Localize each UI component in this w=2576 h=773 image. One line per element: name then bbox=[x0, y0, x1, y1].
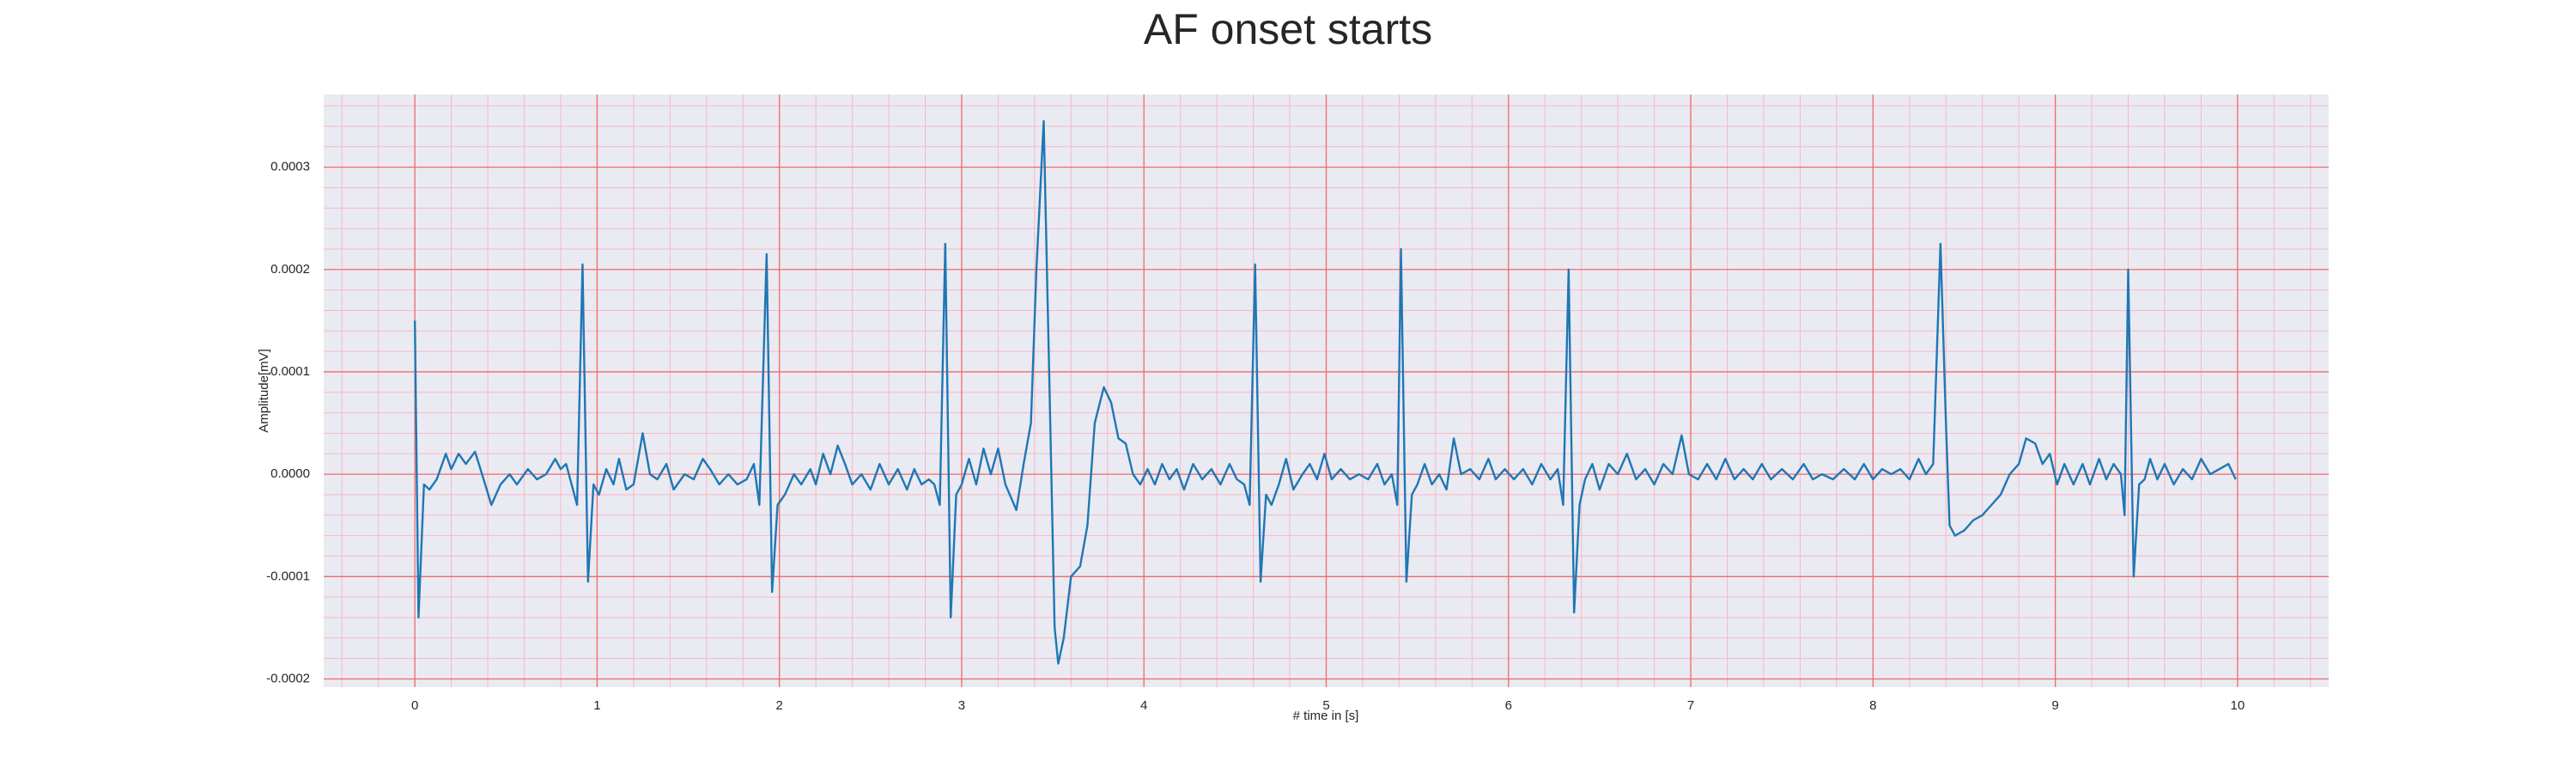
x-tick-label: 10 bbox=[2231, 698, 2245, 713]
label-layer: AF onset starts # time in [s] Amplitude[… bbox=[257, 5, 2245, 723]
x-tick-label: 7 bbox=[1687, 698, 1694, 713]
x-tick-label: 8 bbox=[1869, 698, 1876, 713]
y-tick-label: -0.0001 bbox=[266, 569, 310, 583]
x-tick-label: 6 bbox=[1505, 698, 1512, 713]
y-tick-label: 0.0002 bbox=[270, 262, 310, 277]
x-tick-label: 4 bbox=[1140, 698, 1147, 713]
x-axis-label: # time in [s] bbox=[1293, 709, 1359, 723]
y-tick-label: 0.0003 bbox=[270, 160, 310, 174]
signal-line bbox=[413, 119, 2237, 665]
data-layer bbox=[413, 119, 2237, 665]
y-tick-label: 0.0000 bbox=[270, 466, 310, 481]
y-tick-label: 0.0001 bbox=[270, 364, 310, 379]
x-tick-label: 5 bbox=[1322, 698, 1329, 713]
x-tick-label: 0 bbox=[411, 698, 418, 713]
x-tick-label: 3 bbox=[958, 698, 965, 713]
grid-layer bbox=[324, 94, 2329, 687]
y-tick-label: -0.0002 bbox=[266, 671, 310, 685]
x-tick-label: 2 bbox=[776, 698, 783, 713]
x-tick-label: 1 bbox=[593, 698, 600, 713]
y-axis-label: Amplitude[mV] bbox=[257, 349, 271, 433]
x-tick-label: 9 bbox=[2051, 698, 2058, 713]
chart-title: AF onset starts bbox=[1144, 5, 1432, 53]
